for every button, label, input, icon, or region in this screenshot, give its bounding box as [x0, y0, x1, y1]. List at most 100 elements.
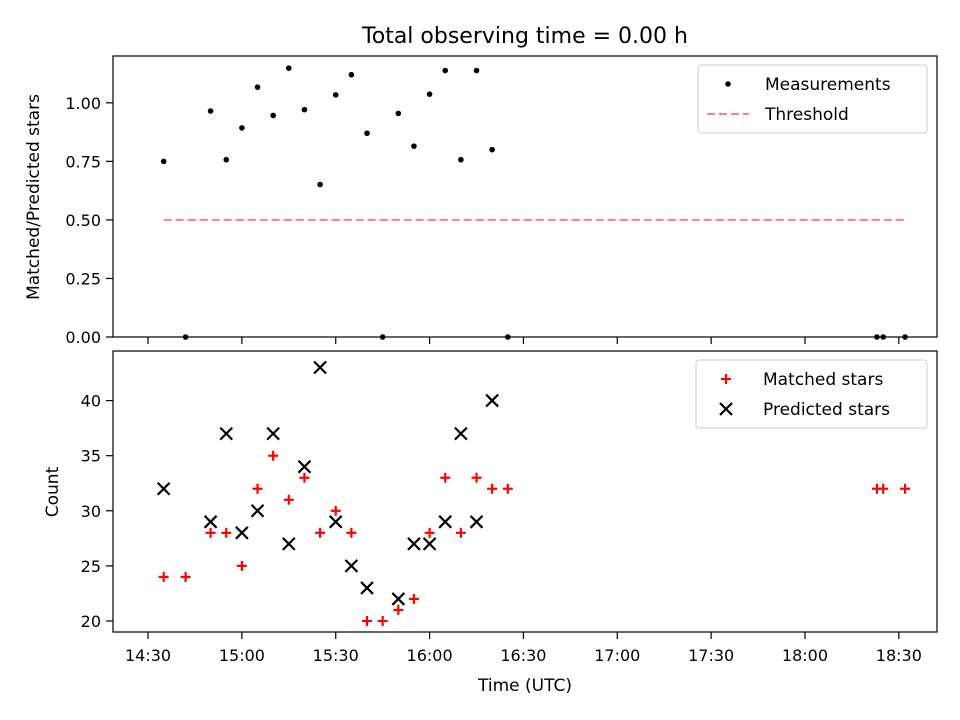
matched-star-point [487, 483, 498, 494]
legend-label-predicted: Predicted stars [763, 400, 890, 420]
count-plot-xtick-label: 16:30 [500, 646, 546, 665]
matched-star-point [440, 472, 451, 483]
measurement-point [317, 181, 323, 188]
measurement-point [395, 110, 402, 117]
measurement-point [442, 67, 449, 74]
ratio-plot-ytick-label: 0.50 [65, 211, 101, 230]
measurement-point [364, 130, 370, 137]
measurement-point [254, 84, 261, 90]
measurement-point [504, 334, 511, 340]
matched-star-point [346, 527, 357, 538]
predicted-star-point [266, 426, 280, 441]
ratio-legend: Measurements Threshold [697, 64, 928, 134]
predicted-star-point [250, 504, 265, 518]
measurement-point [207, 108, 214, 114]
count-plot-ytick-label: 40 [81, 392, 101, 411]
matched-star-point [455, 527, 466, 538]
legend-marker-matched [721, 374, 731, 384]
legend-marker-predicted [719, 402, 733, 416]
count-plot-xlabel: Time (UTC) [477, 676, 572, 696]
ratio-plot-ytick-label: 0.25 [65, 269, 101, 288]
measurement-point [902, 334, 908, 340]
ratio-plot-frame [112, 55, 938, 338]
count-plot-xtick-label: 17:30 [688, 646, 734, 665]
ratio-plot-ytick-label: 0.75 [65, 152, 101, 171]
matched-star-point [330, 505, 341, 516]
measurement-point [239, 125, 245, 131]
legend-marker-measurements [725, 81, 731, 87]
count-plot-ylabel: Count [43, 466, 63, 517]
count-plot-ytick-label: 35 [81, 447, 101, 466]
count-plot-xtick-label: 18:00 [782, 646, 828, 665]
figure-title: Total observing time = 0.00 h [361, 24, 688, 49]
measurement-point [473, 67, 480, 74]
ratio-plot-ylabel: Matched/Predicted stars [24, 94, 44, 300]
measurement-point [379, 334, 386, 340]
measurement-point [489, 146, 495, 153]
matched-star-point [362, 615, 373, 626]
measurement-point [348, 71, 355, 78]
matched-star-point [878, 483, 889, 494]
predicted-star-point [282, 537, 296, 551]
count-legend-box [695, 359, 928, 429]
predicted-star-point [219, 426, 234, 441]
matched-star-point [252, 483, 263, 494]
predicted-star-point [313, 360, 327, 375]
ratio-plot: Matched/Predicted stars 0.00 0.25 0.50 0.75… [24, 55, 938, 347]
ratio-plot-ytick-label: 0.00 [65, 328, 101, 347]
measurement-point [286, 65, 292, 71]
predicted-star-point [391, 592, 406, 606]
matched-star-point [408, 593, 419, 604]
ratio-legend-box [697, 64, 928, 134]
count-plot-xtick-label: 15:30 [313, 646, 359, 665]
predicted-star-point [438, 515, 453, 529]
measurement-point [880, 334, 886, 340]
matched-star-point [315, 527, 326, 538]
matched-star-point [424, 527, 435, 538]
measurement-point [411, 143, 417, 149]
count-plot-frame [112, 350, 938, 633]
count-plot-xtick-label: 14:30 [125, 646, 171, 665]
legend-label-measurements: Measurements [765, 75, 891, 95]
predicted-star-point [297, 459, 312, 474]
measurement-point [182, 334, 189, 340]
measurement-point [223, 156, 230, 163]
predicted-star-point [469, 515, 484, 529]
predicted-star-point [422, 537, 437, 551]
predicted-star-point [156, 481, 171, 496]
predicted-star-point [360, 581, 374, 595]
count-plot-xtick-label: 18:30 [876, 646, 922, 665]
predicted-star-point [235, 526, 249, 540]
count-plot-ytick-label: 25 [81, 557, 101, 576]
matched-star-point [471, 472, 482, 483]
measurement-point [874, 334, 880, 340]
matched-star-point [221, 527, 232, 538]
matched-star-point [299, 472, 310, 483]
matched-star-point [205, 527, 216, 538]
matched-star-point [900, 483, 911, 494]
count-plot-ytick-label: 30 [81, 502, 101, 521]
measurement-point [270, 112, 276, 119]
legend-label-matched: Matched stars [763, 370, 883, 390]
measurement-point [301, 106, 308, 113]
matched-star-point [502, 483, 513, 494]
predicted-star-point [328, 515, 343, 529]
matched-star-point [283, 494, 294, 505]
matched-star-point [236, 560, 247, 571]
predicted-star-point [454, 426, 468, 441]
count-plot-xtick-label: 15:00 [219, 646, 265, 665]
count-legend: Matched stars Predicted stars [695, 359, 928, 429]
count-plot-ytick-label: 20 [81, 612, 101, 631]
measurement-point [332, 92, 339, 98]
predicted-star-point [485, 393, 499, 408]
matched-star-point [377, 615, 388, 626]
legend-label-threshold: Threshold [764, 105, 849, 125]
ratio-plot-ytick-label: 1.00 [65, 94, 101, 113]
matched-star-point [393, 604, 404, 615]
matched-star-point [158, 571, 169, 582]
predicted-star-point [203, 515, 218, 529]
count-plot: Count Time (UTC) 20 25 30 35 40 14:30 15:00 15:… [43, 350, 938, 696]
count-plot-xtick-label: 16:00 [407, 646, 453, 665]
measurement-point [426, 91, 433, 97]
